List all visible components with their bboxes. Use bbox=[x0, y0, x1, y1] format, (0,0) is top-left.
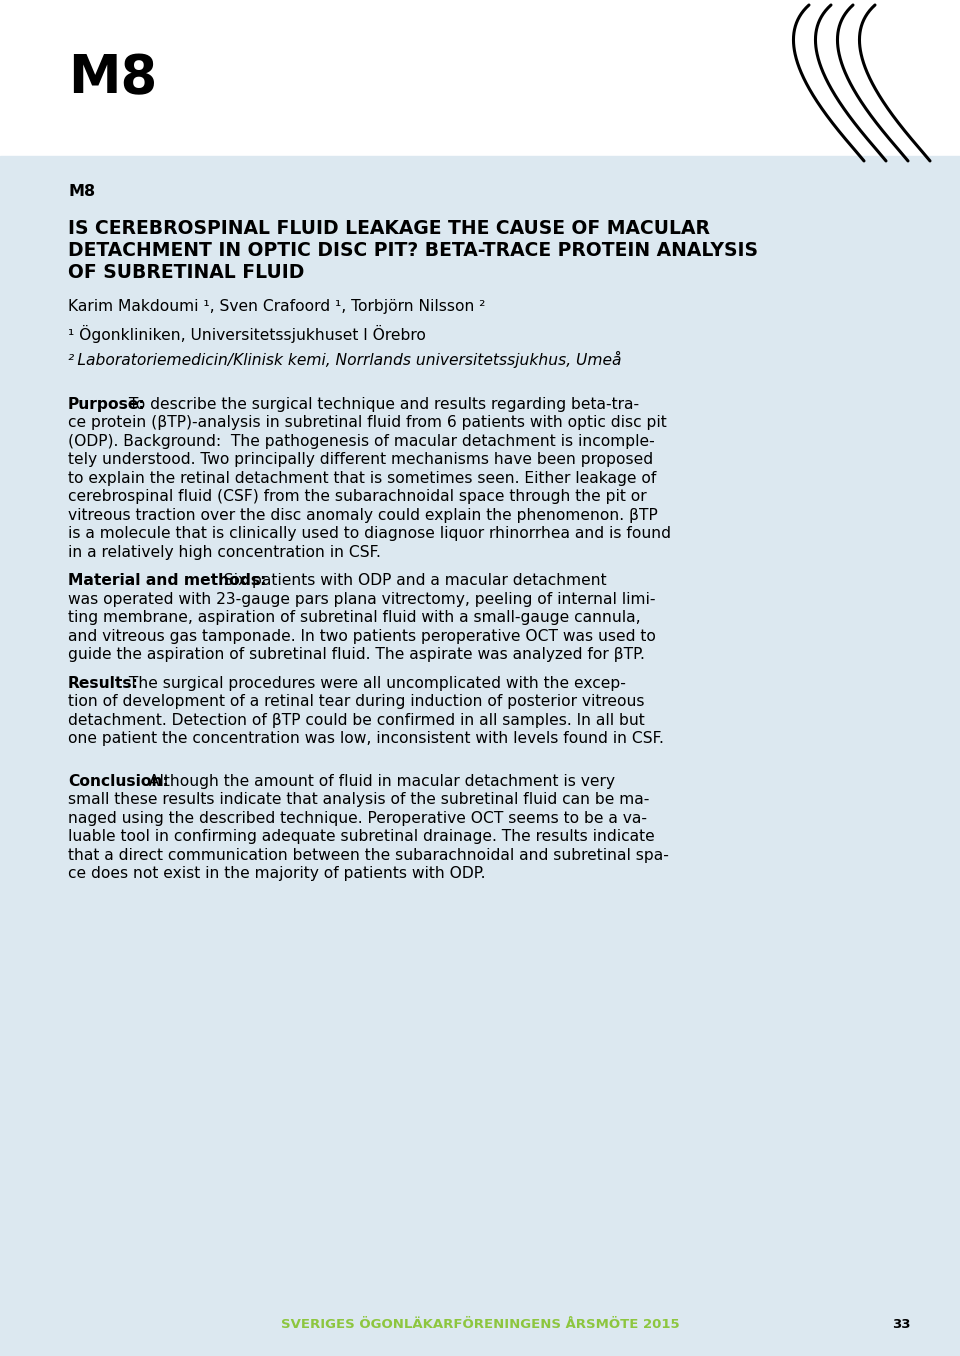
Text: tely understood. Two principally different mechanisms have been proposed: tely understood. Two principally differe… bbox=[68, 453, 653, 468]
Text: Conclusion:: Conclusion: bbox=[68, 774, 169, 789]
Bar bbox=[0, 156, 960, 1356]
Text: ² Laboratoriemedicin/Klinisk kemi, Norrlands universitetssjukhus, Umeå: ² Laboratoriemedicin/Klinisk kemi, Norrl… bbox=[68, 351, 621, 367]
Text: small these results indicate that analysis of the subretinal fluid can be ma-: small these results indicate that analys… bbox=[68, 792, 649, 807]
Text: Six patients with ODP and a macular detachment: Six patients with ODP and a macular deta… bbox=[214, 574, 607, 589]
Text: that a direct communication between the subarachnoidal and subretinal spa-: that a direct communication between the … bbox=[68, 848, 669, 862]
Text: and vitreous gas tamponade. In two patients peroperative OCT was used to: and vitreous gas tamponade. In two patie… bbox=[68, 629, 656, 644]
Text: one patient the concentration was low, inconsistent with levels found in CSF.: one patient the concentration was low, i… bbox=[68, 731, 664, 746]
Text: was operated with 23-gauge pars plana vitrectomy, peeling of internal limi-: was operated with 23-gauge pars plana vi… bbox=[68, 593, 656, 607]
Text: Results:: Results: bbox=[68, 675, 139, 692]
Bar bbox=[0, 0, 960, 156]
Text: ting membrane, aspiration of subretinal fluid with a small-gauge cannula,: ting membrane, aspiration of subretinal … bbox=[68, 610, 640, 625]
Text: naged using the described technique. Peroperative OCT seems to be a va-: naged using the described technique. Per… bbox=[68, 811, 647, 826]
Text: DETACHMENT IN OPTIC DISC PIT? BETA-TRACE PROTEIN ANALYSIS: DETACHMENT IN OPTIC DISC PIT? BETA-TRACE… bbox=[68, 241, 758, 260]
Text: M8: M8 bbox=[68, 52, 157, 104]
Text: cerebrospinal fluid (CSF) from the subarachnoidal space through the pit or: cerebrospinal fluid (CSF) from the subar… bbox=[68, 490, 647, 504]
Text: guide the aspiration of subretinal fluid. The aspirate was analyzed for βTP.: guide the aspiration of subretinal fluid… bbox=[68, 647, 645, 663]
Text: SVERIGES ÖGONLÄKARFÖRENINGENS ÅRSMÖTE 2015: SVERIGES ÖGONLÄKARFÖRENINGENS ÅRSMÖTE 20… bbox=[280, 1318, 680, 1330]
Text: Karim Makdoumi ¹, Sven Crafoord ¹, Torbjörn Nilsson ²: Karim Makdoumi ¹, Sven Crafoord ¹, Torbj… bbox=[68, 298, 486, 315]
Text: ¹ Ögonkliniken, Universitetssjukhuset I Örebro: ¹ Ögonkliniken, Universitetssjukhuset I … bbox=[68, 325, 426, 343]
Text: ce does not exist in the majority of patients with ODP.: ce does not exist in the majority of pat… bbox=[68, 866, 486, 881]
Text: in a relatively high concentration in CSF.: in a relatively high concentration in CS… bbox=[68, 545, 381, 560]
Text: Although the amount of fluid in macular detachment is very: Although the amount of fluid in macular … bbox=[144, 774, 615, 789]
Text: The surgical procedures were all uncomplicated with the excep-: The surgical procedures were all uncompl… bbox=[124, 675, 625, 692]
Text: M8: M8 bbox=[68, 184, 95, 199]
Text: 33: 33 bbox=[892, 1318, 910, 1330]
Text: vitreous traction over the disc anomaly could explain the phenomenon. βTP: vitreous traction over the disc anomaly … bbox=[68, 508, 658, 523]
Text: Material and methods:: Material and methods: bbox=[68, 574, 266, 589]
Text: luable tool in confirming adequate subretinal drainage. The results indicate: luable tool in confirming adequate subre… bbox=[68, 830, 655, 845]
Text: is a molecule that is clinically used to diagnose liquor rhinorrhea and is found: is a molecule that is clinically used to… bbox=[68, 526, 671, 541]
Text: IS CEREBROSPINAL FLUID LEAKAGE THE CAUSE OF MACULAR: IS CEREBROSPINAL FLUID LEAKAGE THE CAUSE… bbox=[68, 218, 710, 237]
Text: tion of development of a retinal tear during induction of posterior vitreous: tion of development of a retinal tear du… bbox=[68, 694, 644, 709]
Text: Purpose:: Purpose: bbox=[68, 397, 146, 412]
Text: detachment. Detection of βTP could be confirmed in all samples. In all but: detachment. Detection of βTP could be co… bbox=[68, 713, 645, 728]
Text: (ODP). Background:  The pathogenesis of macular detachment is incomple-: (ODP). Background: The pathogenesis of m… bbox=[68, 434, 655, 449]
Text: To describe the surgical technique and results regarding beta-tra-: To describe the surgical technique and r… bbox=[124, 397, 638, 412]
Text: OF SUBRETINAL FLUID: OF SUBRETINAL FLUID bbox=[68, 263, 304, 282]
Text: to explain the retinal detachment that is sometimes seen. Either leakage of: to explain the retinal detachment that i… bbox=[68, 471, 657, 485]
Text: ce protein (βTP)-analysis in subretinal fluid from 6 patients with optic disc pi: ce protein (βTP)-analysis in subretinal … bbox=[68, 415, 667, 430]
